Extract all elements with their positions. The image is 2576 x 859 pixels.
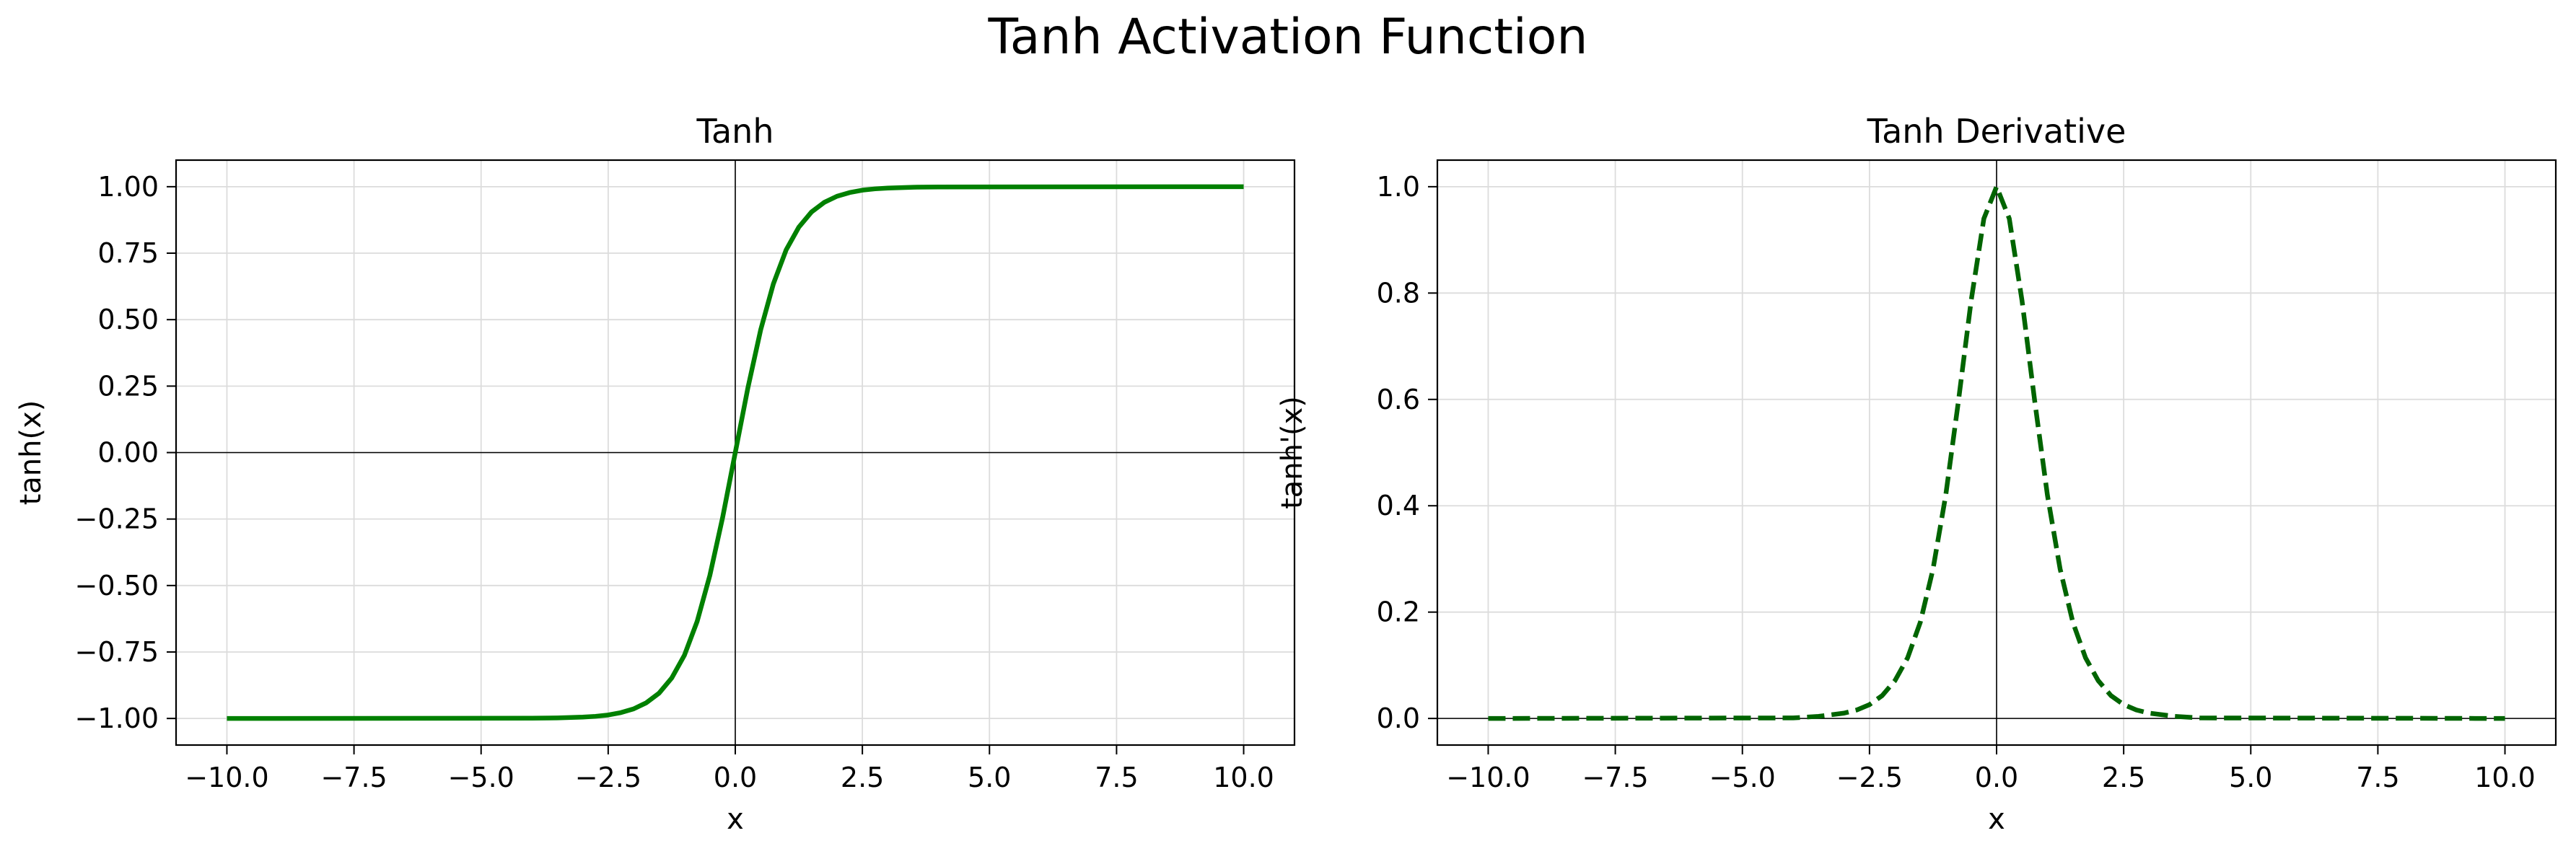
figure-suptitle: Tanh Activation Function bbox=[987, 9, 1587, 66]
x-tick-label: −7.5 bbox=[320, 762, 387, 793]
x-tick-label: 0.0 bbox=[1975, 762, 2018, 793]
x-tick-label: −10.0 bbox=[185, 762, 268, 793]
x-tick-label: −5.0 bbox=[448, 762, 514, 793]
tanh-derivative-title: Tanh Derivative bbox=[1867, 112, 2126, 151]
tanh-y-ticks: −1.00 −0.75 −0.50 −0.25 0.00 0.25 0.50 0.75 1.00 bbox=[75, 171, 176, 734]
y-tick-label: 0.2 bbox=[1377, 596, 1420, 628]
y-tick-label: 1.0 bbox=[1377, 171, 1420, 203]
x-tick-label: −7.5 bbox=[1582, 762, 1648, 793]
x-tick-label: 2.5 bbox=[841, 762, 884, 793]
y-tick-label: 0.25 bbox=[97, 370, 159, 402]
y-tick-label: 0.8 bbox=[1377, 277, 1420, 309]
y-tick-label: 0.0 bbox=[1377, 702, 1420, 734]
y-tick-label: −0.25 bbox=[75, 503, 159, 535]
y-tick-label: 0.75 bbox=[97, 237, 159, 269]
tanh-derivative-x-axis-label: x bbox=[1988, 803, 2005, 836]
x-tick-label: 5.0 bbox=[968, 762, 1011, 793]
tanh-derivative-y-axis-label: tanh'(x) bbox=[1276, 396, 1309, 509]
tanh-derivative-panel: −10.0 −7.5 −5.0 −2.5 0.0 2.5 5.0 7.5 10.0 0.0 0.2… bbox=[1276, 112, 2557, 836]
tanh-derivative-x-ticks: −10.0 −7.5 −5.0 −2.5 0.0 2.5 5.0 7.5 10.0 bbox=[1446, 745, 2536, 793]
tanh-curve bbox=[227, 184, 1244, 721]
tanh-panel: −10.0 −7.5 −5.0 −2.5 0.0 2.5 5.0 7.5 10.0 −1.00−… bbox=[14, 112, 1296, 836]
x-tick-label: −10.0 bbox=[1446, 762, 1530, 793]
x-tick-label: 0.0 bbox=[714, 762, 757, 793]
tanh-derivative-curve bbox=[1488, 184, 2505, 721]
y-tick-label: 0.00 bbox=[97, 437, 159, 469]
x-tick-label: 10.0 bbox=[1213, 762, 1274, 793]
x-tick-label: 10.0 bbox=[2474, 762, 2536, 793]
y-tick-label: −1.00 bbox=[75, 702, 159, 734]
x-tick-label: 7.5 bbox=[2356, 762, 2399, 793]
tanh-x-ticks: −10.0 −7.5 −5.0 −2.5 0.0 2.5 5.0 7.5 10.0 bbox=[185, 745, 1274, 793]
y-tick-label: 0.4 bbox=[1377, 490, 1420, 521]
y-tick-label: 1.00 bbox=[97, 171, 159, 203]
y-tick-label: 0.50 bbox=[97, 304, 159, 335]
x-tick-label: 2.5 bbox=[2102, 762, 2145, 793]
tanh-x-axis-label: x bbox=[727, 803, 744, 836]
y-tick-label: 0.6 bbox=[1377, 384, 1420, 415]
y-tick-label: −0.50 bbox=[75, 570, 159, 602]
tanh-derivative-series bbox=[1488, 184, 2505, 721]
x-tick-label: 7.5 bbox=[1095, 762, 1138, 793]
tanh-title: Tanh bbox=[696, 112, 774, 151]
y-tick-label: −0.75 bbox=[75, 636, 159, 668]
x-tick-label: −2.5 bbox=[1836, 762, 1903, 793]
tanh-y-axis-label: tanh(x) bbox=[14, 400, 48, 506]
tanh-series bbox=[227, 184, 1244, 721]
x-tick-label: −2.5 bbox=[575, 762, 641, 793]
tanh-derivative-y-ticks: 0.0 0.2 0.4 0.6 0.8 1.0 bbox=[1377, 171, 1437, 734]
x-tick-label: −5.0 bbox=[1709, 762, 1776, 793]
x-tick-label: 5.0 bbox=[2229, 762, 2272, 793]
